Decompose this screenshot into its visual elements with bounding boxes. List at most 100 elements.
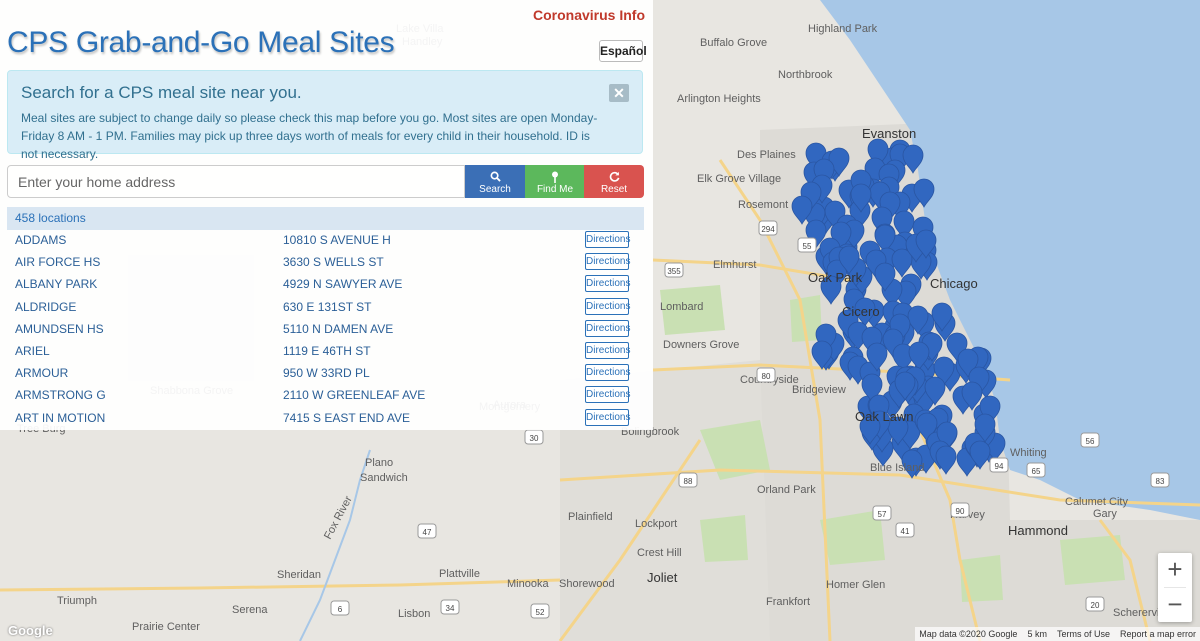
map-marker[interactable] [866,342,888,372]
reset-button[interactable]: Reset [584,165,644,198]
table-row[interactable]: AMUNDSEN HS 5110 N DAMEN AVE Directions [7,319,644,341]
site-address: 7415 S EAST END AVE [283,410,410,425]
map-marker[interactable] [894,371,916,401]
map-label: Oak Lawn [855,409,914,424]
map-marker[interactable] [891,248,913,278]
site-name[interactable]: ART IN MOTION [15,410,106,425]
site-name[interactable]: ALDRIDGE [15,299,77,314]
map-label: Calumet City [1065,496,1128,508]
map-label: Downers Grove [663,339,739,351]
forest-preserve [820,510,885,565]
map-label: Crest Hill [637,547,682,559]
site-name[interactable]: AIR FORCE HS [15,255,101,270]
map-marker[interactable] [935,445,957,475]
map-marker[interactable] [854,297,876,327]
site-name[interactable]: ADDAMS [15,233,67,247]
map-marker[interactable] [874,224,896,254]
directions-button[interactable]: Directions [585,297,630,315]
map-label: Chicago [930,276,978,291]
find-me-button[interactable]: Find Me [525,165,585,198]
map-label: Elmhurst [713,259,756,271]
map-marker[interactable] [974,413,996,443]
directions-button[interactable]: Directions [585,364,630,382]
road-shield: 6 [330,600,350,616]
table-row[interactable]: ARIEL 1119 E 46TH ST Directions [7,341,644,363]
map-marker[interactable] [902,144,924,174]
map-label: Sandwich [360,472,408,484]
map-marker[interactable] [859,415,881,445]
table-row[interactable]: ARMOUR 950 W 33RD PL Directions [7,363,644,385]
directions-button[interactable]: Directions [585,341,630,359]
terms-link[interactable]: Terms of Use [1056,629,1110,639]
google-logo: Google [8,623,53,638]
directions-button[interactable]: Directions [585,408,630,426]
coronavirus-info-link[interactable]: Coronavirus Info [532,7,645,23]
svg-text:55: 55 [803,242,812,251]
site-address: 630 E 131ST ST [283,299,372,314]
map-marker[interactable] [838,245,860,275]
highway [0,578,561,592]
site-name[interactable]: AMUNDSEN HS [15,321,104,336]
search-button-label: Search [479,184,511,195]
site-name[interactable]: ARMOUR [15,366,69,381]
site-address: 5110 N DAMEN AVE [283,321,394,336]
close-icon[interactable]: ✕ [609,84,629,102]
road-shield: 94 [989,457,1009,473]
map-marker[interactable] [820,275,842,305]
road-shield: 56 [1080,432,1100,448]
site-name[interactable]: ALBANY PARK [15,277,98,292]
svg-text:83: 83 [1156,477,1165,486]
zoom-out-button[interactable]: − [1167,589,1183,619]
map-marker[interactable] [961,381,983,411]
map-marker[interactable] [874,262,896,292]
directions-button[interactable]: Directions [585,386,630,404]
report-error-link[interactable]: Report a map error [1119,629,1196,639]
site-name[interactable]: ARIEL [15,343,50,358]
map-marker[interactable] [901,449,923,479]
table-row[interactable]: ALDRIDGE 630 E 131ST ST Directions [7,297,644,319]
map-marker[interactable] [907,305,929,335]
svg-text:52: 52 [536,608,545,617]
forest-preserve [700,420,770,480]
map-marker[interactable] [850,183,872,213]
map-marker[interactable] [811,340,833,370]
zoom-in-button[interactable]: + [1167,554,1183,584]
map-marker[interactable] [924,376,946,406]
info-body: Meal sites are subject to change daily s… [21,111,598,161]
table-row[interactable]: ADDAMS 10810 S AVENUE H Directions [7,230,644,252]
search-button[interactable]: Search [465,165,525,198]
table-row[interactable]: ALBANY PARK 4929 N SAWYER AVE Directions [7,274,644,296]
map-marker[interactable] [791,195,813,225]
directions-button[interactable]: Directions [585,253,630,271]
road-shield: 47 [417,523,437,539]
table-row[interactable]: AIR FORCE HS 3630 S WELLS ST Directions [7,252,644,274]
map-marker[interactable] [913,178,935,208]
map-label: Highland Park [808,23,878,35]
table-row[interactable]: ART IN MOTION 7415 S EAST END AVE Directio… [7,408,644,430]
map-marker[interactable] [915,229,937,259]
map-marker[interactable] [893,210,915,240]
map-label: Homer Glen [826,579,885,591]
forest-preserve [700,515,748,562]
map-marker[interactable] [969,440,991,470]
map-labels: Evanston Highland Park Buffalo Grove Northb… [17,23,1170,633]
map-label: Arlington Heights [677,93,761,105]
map-marker[interactable] [887,416,909,446]
directions-button[interactable]: Directions [585,231,630,248]
language-toggle-button[interactable]: Español [599,40,647,62]
table-row[interactable]: ARMSTRONG G 2110 W GREENLEAF AVE Direction… [7,385,644,407]
highway [558,439,702,641]
svg-text:94: 94 [995,462,1004,471]
highway [918,429,982,641]
svg-text:80: 80 [762,372,771,381]
page-title: CPS Grab-and-Go Meal Sites [7,26,395,59]
directions-button[interactable]: Directions [585,275,630,293]
address-input[interactable] [7,165,465,198]
map-marker[interactable] [908,341,930,371]
map-marker[interactable] [931,302,953,332]
map-label: Minooka [507,578,549,590]
map-marker[interactable] [892,343,914,373]
directions-button[interactable]: Directions [585,319,630,337]
road-shield: 355 [664,262,684,278]
site-name[interactable]: ARMSTRONG G [15,388,106,403]
